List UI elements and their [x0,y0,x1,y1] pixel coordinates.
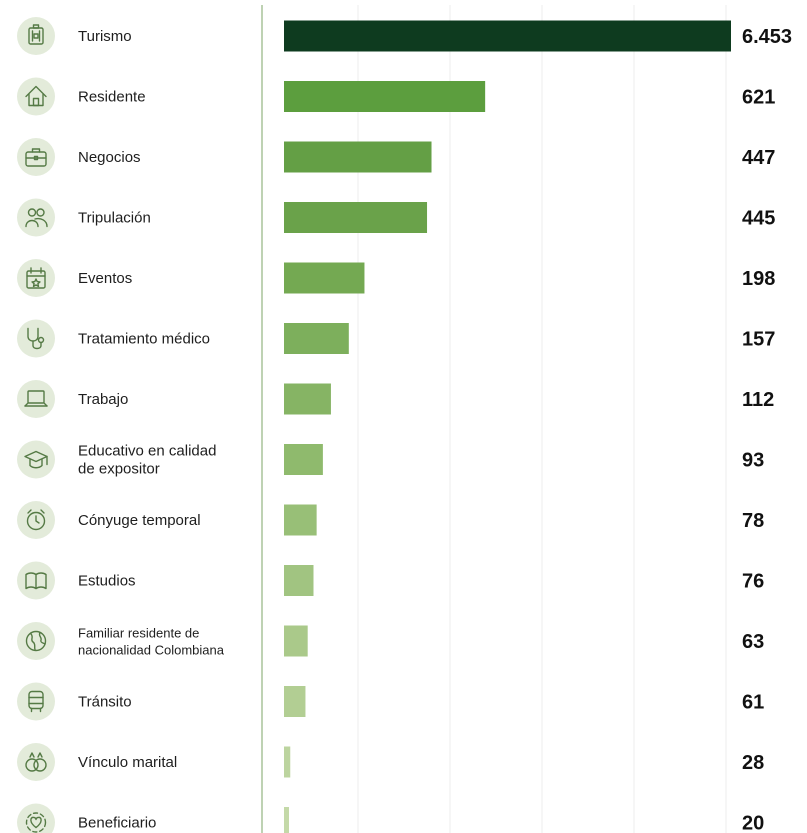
category-label: Residente [78,89,146,106]
chart-row: Vínculo marital 28 [17,743,764,781]
bar [284,504,317,536]
icon-circle [17,440,55,479]
bar [284,323,349,354]
bar [284,262,365,294]
category-label: Educativo en calidad de expositor [78,443,216,478]
bar [284,141,432,173]
value-label: 6.453 [742,26,792,48]
chart-row: Tránsito 61 [17,682,764,721]
value-label: 61 [742,692,764,714]
icon-circle [17,319,55,358]
value-label: 112 [742,389,774,411]
icon-circle [17,17,55,55]
icon-circle [17,380,55,418]
chart-row: Educativo en calidad de expositor 93 [17,440,764,479]
category-label: Negocios [78,149,141,166]
bar [284,746,291,778]
bar [284,20,731,52]
value-label: 198 [742,268,775,290]
chart-row: Tripulación 445 [17,198,775,237]
bar [284,625,308,657]
category-label: Tratamiento médico [78,331,210,348]
bar [284,565,314,596]
value-label: 447 [742,147,775,169]
bar [284,202,428,233]
chart-row: Eventos 198 [17,259,775,297]
category-label: Eventos [78,270,132,287]
bar [284,383,331,415]
chart-row: Turismo 6.453 [17,17,792,55]
chart-row: Residente 621 [17,77,775,116]
icon-circle [17,198,55,237]
category-label: Estudios [78,573,136,590]
category-label: Turismo [78,28,132,45]
chart-row: Beneficiario 20 [17,803,764,833]
chart-row: Estudios 76 [17,561,764,600]
icon-circle [17,77,55,116]
category-label: Vínculo marital [78,754,177,771]
value-label: 76 [742,571,764,593]
category-label: Tránsito [78,694,132,711]
icon-circle [17,622,55,660]
chart-row: Negocios 447 [17,138,775,176]
chart-row: Cónyuge temporal 78 [17,501,764,539]
chart-row: Familiar residente de nacionalidad Colomb… [17,622,764,660]
bar [284,444,323,475]
category-label: Beneficiario [78,815,156,832]
icon-circle [17,259,55,297]
category-label: Tripulación [78,210,151,227]
bar [284,81,486,112]
value-label: 28 [742,752,764,774]
bar [284,686,306,717]
value-label: 157 [742,329,775,351]
category-label: Trabajo [78,391,128,408]
grid-lines [357,5,727,833]
category-label: Familiar residente de nacionalidad Colomb… [78,626,225,658]
category-label: Cónyuge temporal [78,512,201,529]
value-label: 20 [742,813,764,833]
value-label: 93 [742,450,764,472]
bar [284,807,289,833]
value-label: 63 [742,631,764,653]
value-label: 78 [742,510,764,532]
chart-row: Trabajo 112 [17,380,774,418]
icon-circle [17,682,55,721]
value-label: 445 [742,208,775,230]
icon-circle [17,743,55,781]
chart-row: Tratamiento médico 157 [17,319,775,358]
value-label: 621 [742,87,775,109]
